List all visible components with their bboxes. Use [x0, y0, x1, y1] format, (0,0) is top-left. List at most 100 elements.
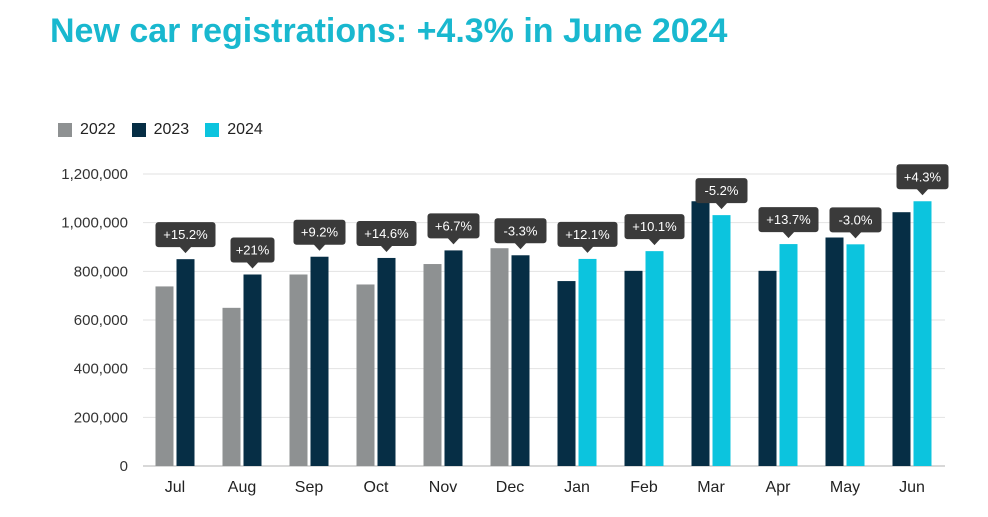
change-label-box: [230, 237, 275, 263]
legend-swatch-2023: [131, 123, 146, 137]
change-label-aug: +21%: [230, 237, 275, 269]
change-label-text: +21%: [236, 242, 270, 257]
bar-mar-2023: [691, 201, 710, 466]
grid-layer: [143, 173, 945, 467]
change-label-apr: +13.7%: [758, 207, 819, 239]
bar-dec-2023: [511, 255, 530, 466]
legend-item-2024: 2024: [205, 121, 263, 139]
change-label-jun: +4.3%: [896, 164, 949, 196]
bar-jul-2022: [155, 286, 174, 466]
bar-jan-2024: [578, 258, 597, 466]
change-label-pointer: [782, 231, 795, 239]
change-label-text: -3.0%: [839, 212, 873, 227]
y-tick-label: 800,000: [74, 263, 128, 280]
chart-title: New car registrations: +4.3% in June 202…: [50, 12, 728, 50]
change-label-jul: +15.2%: [155, 222, 216, 254]
change-label-text: -5.2%: [705, 183, 739, 198]
legend-swatch-2024: [205, 123, 220, 137]
change-label-pointer: [581, 246, 594, 253]
change-label-pointer: [447, 237, 460, 245]
change-label-oct: +14.6%: [356, 220, 417, 252]
change-label-pointer: [313, 244, 326, 251]
change-label-nov: +6.7%: [427, 213, 480, 245]
change-label-pointer: [648, 238, 661, 246]
bar-may-2024: [846, 244, 865, 466]
bar-jun-2024: [913, 201, 932, 466]
x-axis: Jul Aug Sep Oct Nov Dec Jan Feb Mar Apr May Jun: [165, 479, 925, 496]
legend-swatch-2022: [58, 123, 72, 137]
change-label-may: -3.0%: [829, 207, 882, 239]
change-label-box: [896, 164, 949, 190]
bar-sep-2023: [310, 256, 329, 466]
x-tick-label: Jun: [899, 479, 925, 496]
x-tick-label: Jul: [165, 479, 185, 496]
change-label-box: [356, 220, 417, 246]
change-label-box: [293, 219, 346, 245]
change-label-feb: +10.1%: [624, 214, 685, 246]
x-tick-label: Mar: [697, 479, 725, 496]
change-label-box: [494, 218, 547, 244]
change-label-pointer: [179, 246, 192, 254]
y-tick-label: 200,000: [74, 409, 128, 426]
bar-feb-2023: [624, 270, 643, 466]
legend-label-2023: 2023: [153, 121, 190, 138]
change-label-text: +9.2%: [301, 225, 339, 240]
change-label-box: [829, 207, 882, 233]
legend: 2022 2023 2024: [58, 121, 279, 139]
bar-oct-2023: [377, 257, 396, 466]
y-axis: 0 200,000 400,000 600,000 800,000 1,000,000 1,…: [61, 166, 128, 475]
bar-nov-2022: [423, 264, 442, 466]
change-label-box: [427, 213, 480, 239]
x-tick-label: Aug: [228, 479, 256, 496]
legend-item-2022: 2022: [58, 121, 116, 139]
bar-dec-2022: [490, 248, 509, 466]
legend-label-2022: 2022: [80, 121, 116, 138]
y-tick-label: 1,000,000: [61, 215, 128, 232]
change-label-jan: +12.1%: [557, 221, 618, 253]
bar-mar-2024: [712, 215, 731, 466]
change-label-text: +4.3%: [904, 169, 942, 184]
y-tick-label: 1,200,000: [61, 166, 128, 183]
change-label-box: [557, 221, 618, 247]
x-tick-label: Apr: [766, 479, 792, 496]
x-tick-label: Nov: [429, 479, 457, 496]
bar-sep-2022: [289, 274, 308, 466]
change-label-box: [695, 178, 748, 204]
change-label-box: [155, 222, 216, 248]
x-tick-label: Sep: [295, 479, 324, 496]
x-tick-label: Jan: [564, 479, 590, 496]
x-tick-label: May: [830, 479, 860, 496]
x-tick-label: Dec: [496, 479, 524, 496]
change-label-text: +12.1%: [565, 227, 610, 242]
bar-apr-2024: [779, 244, 798, 466]
bar-jun-2023: [892, 212, 911, 466]
x-tick-label: Feb: [630, 479, 658, 496]
bars: [155, 201, 932, 466]
y-tick-label: 0: [120, 458, 128, 475]
change-labels: +15.2% +21% +9.2% +14.6% +6.7% -3.3% +12.1% +10…: [155, 164, 949, 269]
change-label-box: [758, 207, 819, 233]
bar-nov-2023: [444, 250, 463, 466]
legend-label-2024: 2024: [227, 121, 263, 138]
change-label-pointer: [380, 245, 393, 252]
change-label-pointer: [849, 231, 862, 239]
change-label-text: +15.2%: [163, 227, 208, 242]
change-label-text: +10.1%: [632, 219, 677, 234]
bar-feb-2024: [645, 251, 664, 466]
y-tick-label: 400,000: [74, 361, 128, 378]
change-label-pointer: [715, 202, 728, 210]
change-label-mar: -5.2%: [695, 178, 748, 210]
y-tick-label: 600,000: [74, 312, 128, 329]
bar-jul-2023: [176, 259, 195, 466]
change-label-text: -3.3%: [504, 223, 538, 238]
bar-aug-2022: [222, 307, 241, 466]
bar-may-2023: [825, 237, 844, 466]
x-tick-label: Oct: [364, 479, 389, 496]
change-label-sep: +9.2%: [293, 219, 346, 251]
change-label-text: +13.7%: [766, 212, 811, 227]
bar-apr-2023: [758, 270, 777, 466]
change-label-text: +6.7%: [435, 218, 473, 233]
bar-jan-2023: [557, 281, 576, 466]
change-label-pointer: [916, 188, 929, 196]
